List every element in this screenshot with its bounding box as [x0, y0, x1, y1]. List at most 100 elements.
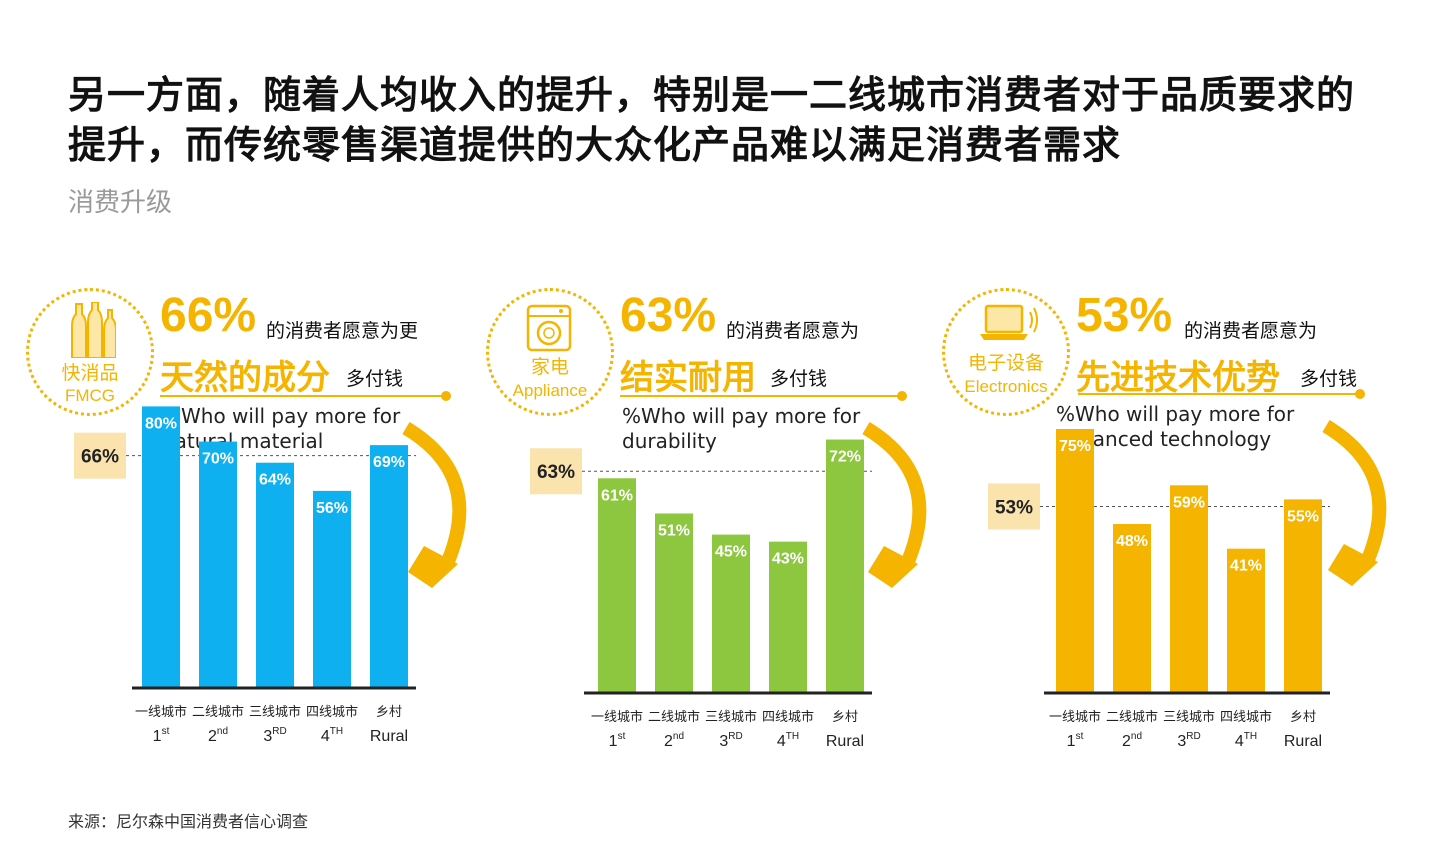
category-label-en: 3RD — [263, 726, 286, 745]
icon-label-en: Appliance — [512, 381, 588, 400]
headline-highlight: 先进技术优势 — [1076, 358, 1280, 398]
bar — [142, 406, 180, 688]
bar — [1113, 524, 1151, 693]
reference-callout — [530, 448, 582, 495]
category-label: 三线城市 — [705, 709, 757, 725]
reference-label: 63% — [537, 462, 575, 483]
bar-value-label: 64% — [259, 472, 291, 489]
headline-percent: 63% — [620, 289, 717, 342]
category-label-en: 2nd — [208, 726, 228, 745]
icon-circle — [942, 288, 1070, 416]
english-desc: %Who will pay more for durability — [622, 404, 860, 454]
category-label-en: 2nd — [664, 731, 684, 750]
category-label: 二线城市 — [192, 704, 244, 720]
bar — [313, 490, 351, 688]
category-label-en: 3RD — [719, 731, 742, 750]
underline-dot — [441, 391, 451, 401]
bar-chart-fmcg: 66% 80% 一线城市 1st 70% 二线城市 2nd 64% 三线城市 3RD 56% 四线城市… — [74, 391, 467, 745]
underline-dot — [897, 391, 907, 401]
category-label-en: 4TH — [1235, 731, 1257, 750]
page-subtitle: 消费升级 — [68, 188, 173, 218]
arrow-head — [868, 546, 918, 588]
bottles-icon — [71, 302, 116, 358]
category-label: 乡村 — [832, 710, 858, 725]
english-desc-line-2: durability — [622, 429, 717, 453]
headline-percent: 53% — [1076, 289, 1173, 342]
headline-highlight: 结实耐用 — [620, 358, 756, 398]
category-label: 一线城市 — [591, 709, 643, 725]
bar-value-label: 56% — [316, 500, 348, 517]
panel-fmcg: 快消品 FMCG 66% 的消费者愿意为更 天然的成分 多付钱 %Who wil… — [26, 280, 486, 760]
bar — [655, 513, 693, 693]
laptop-icon — [980, 304, 1038, 340]
icon-label-cn: 快消品 — [61, 362, 119, 384]
washing-machine-icon — [526, 304, 572, 352]
category-label: 乡村 — [376, 705, 402, 720]
curved-arrow — [402, 421, 467, 569]
bar — [712, 534, 750, 693]
bar-value-label: 61% — [601, 487, 633, 504]
bar-value-label: 41% — [1230, 558, 1262, 575]
panel-electronics: 电子设备 Electronics 53% 的消费者愿意为 先进技术优势 多付钱 … — [942, 280, 1402, 760]
category-label: 二线城市 — [648, 709, 700, 725]
bar — [1056, 429, 1094, 693]
category-label: 二线城市 — [1106, 709, 1158, 725]
category-label-en: Rural — [826, 733, 864, 750]
category-label-en: 2nd — [1122, 731, 1142, 750]
source-note: 来源：尼尔森中国消费者信心调查 — [68, 812, 309, 831]
bar-value-label: 59% — [1173, 494, 1205, 511]
bar — [826, 439, 864, 693]
arrow-head — [408, 546, 458, 588]
icon-circle — [486, 288, 614, 416]
bar — [1227, 548, 1265, 693]
reference-label: 53% — [995, 497, 1033, 518]
bar-value-label: 43% — [772, 551, 804, 568]
icon-label-cn: 电子设备 — [967, 352, 1044, 374]
headline-desc-1: 的消费者愿意为 — [726, 320, 860, 342]
category-label-en: 4TH — [777, 731, 799, 750]
english-desc-line-1: %Who will pay more for — [622, 404, 861, 428]
bar-value-label: 48% — [1116, 533, 1148, 550]
panel-appliance: 家电 Appliance 63% 的消费者愿意为 结实耐用 多付钱 %Who w… — [486, 280, 946, 760]
bar-value-label: 69% — [373, 454, 405, 471]
category-label-en: 1st — [609, 731, 626, 750]
category-label: 四线城市 — [1220, 709, 1272, 725]
bar — [256, 462, 294, 688]
curved-arrow — [862, 421, 927, 569]
category-label: 一线城市 — [135, 704, 187, 720]
bar-value-label: 51% — [658, 522, 690, 539]
bar-value-label: 70% — [202, 451, 234, 468]
category-label-en: 1st — [1067, 731, 1084, 750]
reference-callout — [988, 483, 1040, 530]
bar-value-label: 45% — [715, 544, 747, 561]
bar — [370, 445, 408, 688]
icon-label-en: Electronics — [964, 377, 1048, 396]
category-label-en: Rural — [370, 728, 408, 745]
headline-desc-1: 的消费者愿意为 — [1184, 320, 1318, 342]
bar — [199, 441, 237, 688]
category-label: 三线城市 — [1163, 709, 1215, 725]
category-label-en: Rural — [1284, 733, 1322, 750]
bar-value-label: 75% — [1059, 438, 1091, 455]
underline-dot — [1355, 389, 1365, 399]
category-label-en: 1st — [153, 726, 170, 745]
icon-circle — [26, 288, 154, 416]
headline-desc-2: 多付钱 — [346, 368, 404, 390]
bar — [598, 478, 636, 693]
category-label-en: 4TH — [321, 726, 343, 745]
reference-label: 66% — [81, 447, 119, 468]
english-desc-line-1: %Who will pay more for — [162, 404, 401, 428]
arrow-head — [1328, 544, 1378, 586]
bar-value-label: 55% — [1287, 508, 1319, 525]
bar-value-label: 72% — [829, 449, 861, 466]
bar — [1170, 485, 1208, 693]
category-label: 四线城市 — [306, 704, 358, 720]
headline-desc-2: 多付钱 — [1300, 368, 1358, 390]
headline-percent: 66% — [160, 289, 257, 342]
category-label: 四线城市 — [762, 709, 814, 725]
curved-arrow — [1322, 419, 1387, 567]
icon-label-cn: 家电 — [530, 356, 569, 378]
category-label: 三线城市 — [249, 704, 301, 720]
category-label: 一线城市 — [1049, 709, 1101, 725]
page-title: 另一方面，随着人均收入的提升，特别是一二线城市消费者对于品质要求的提升，而传统零… — [68, 73, 1356, 167]
